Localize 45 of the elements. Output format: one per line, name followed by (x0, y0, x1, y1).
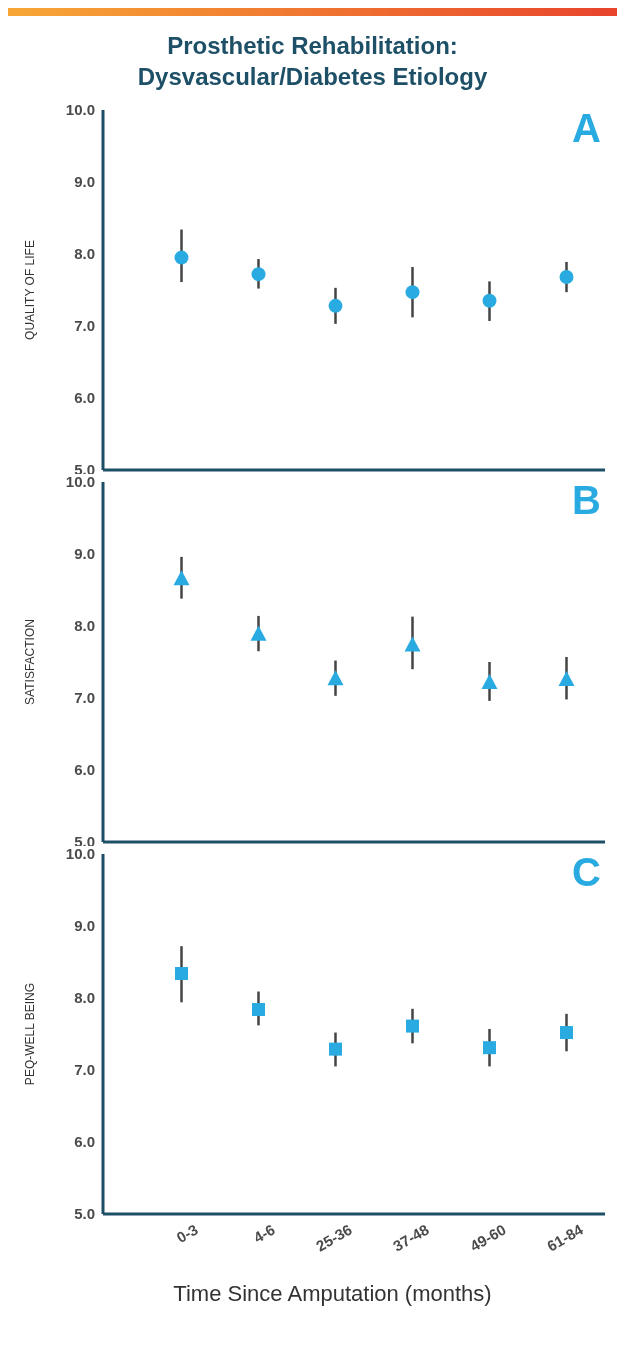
y-tick-label: 10.0 (65, 845, 95, 863)
y-axis-title: PEQ-WELL BEING (23, 982, 38, 1086)
y-tick-label: 9.0 (74, 545, 95, 563)
point (250, 625, 267, 641)
y-tick-label: 6.0 (74, 761, 95, 779)
point (174, 250, 189, 265)
point (483, 1041, 496, 1055)
point (252, 1003, 265, 1017)
point (329, 1042, 342, 1056)
annotation: C (572, 850, 601, 895)
y-tick-label: 9.0 (74, 173, 95, 191)
y-tick-label: 8.0 (74, 617, 95, 635)
y-tick-label: 6.0 (74, 1133, 95, 1151)
y-axis-title: SATISFACTION (23, 619, 38, 705)
x-axis-title: Time Since Amputation (months) (172, 1281, 493, 1307)
y-tick-label: 10.0 (65, 101, 95, 119)
point (327, 670, 344, 686)
x-tick-label: 0-3 (173, 1220, 201, 1247)
point (481, 673, 498, 689)
point (406, 1019, 419, 1033)
point (559, 270, 574, 285)
annotation: A (572, 106, 601, 151)
y-axis-title: QUALITY OF LIFE (23, 240, 38, 340)
point (558, 671, 575, 686)
y-tick-label: 9.0 (74, 917, 95, 935)
point (404, 636, 421, 652)
point (251, 267, 266, 282)
point (175, 967, 188, 981)
chart-title: Prosthetic Rehabilitation: Dysvascular/Diabetes Etiology (136, 31, 489, 92)
point (482, 293, 497, 308)
y-tick-label: 6.0 (74, 389, 95, 407)
y-tick-label: 10.0 (65, 473, 95, 491)
point (560, 1026, 573, 1040)
y-tick-label: 7.0 (74, 689, 95, 707)
point (328, 298, 343, 313)
x-tick-label: 49-60 (466, 1220, 509, 1255)
y-tick-label: 7.0 (74, 317, 95, 335)
y-tick-label: 7.0 (74, 1061, 95, 1079)
y-tick-label: 5.0 (74, 1205, 95, 1223)
point (405, 285, 420, 300)
x-tick-label: 4-6 (250, 1220, 278, 1247)
y-tick-label: 8.0 (74, 989, 95, 1007)
y-tick-label: 8.0 (74, 245, 95, 263)
point (173, 570, 190, 586)
annotation: B (572, 478, 601, 523)
